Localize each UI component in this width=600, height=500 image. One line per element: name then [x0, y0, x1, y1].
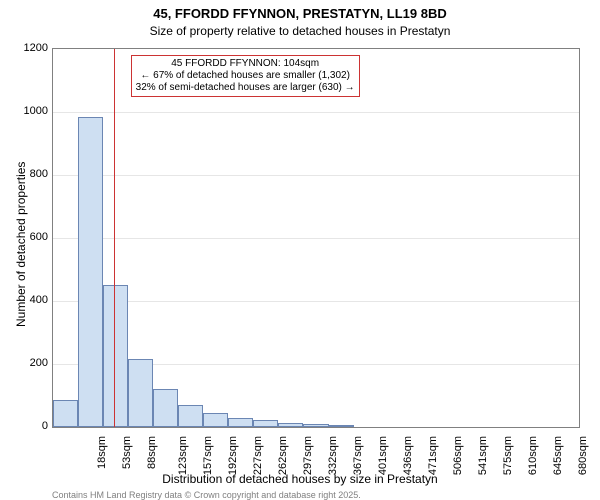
- histogram-bar: [203, 413, 228, 427]
- y-tick-label: 800: [30, 168, 48, 180]
- chart-title: 45, FFORDD FFYNNON, PRESTATYN, LL19 8BD: [0, 6, 600, 21]
- x-tick-label: 575sqm: [502, 436, 514, 475]
- x-tick-label: 610sqm: [527, 436, 539, 475]
- annotation-line: 32% of semi-detached houses are larger (…: [136, 82, 355, 94]
- y-axis-label: Number of detached properties: [14, 162, 28, 327]
- x-tick-label: 436sqm: [402, 436, 414, 475]
- x-tick-label: 541sqm: [477, 436, 489, 475]
- x-tick-label: 262sqm: [277, 436, 289, 475]
- x-tick-label: 18sqm: [96, 436, 108, 469]
- x-tick-label: 88sqm: [146, 436, 158, 469]
- x-tick-label: 53sqm: [121, 436, 133, 469]
- x-tick-label: 645sqm: [553, 436, 565, 475]
- histogram-bar: [253, 420, 278, 427]
- histogram-bar: [103, 285, 128, 427]
- gridline: [53, 301, 579, 302]
- reference-line: [114, 49, 115, 427]
- x-tick-label: 401sqm: [377, 436, 389, 475]
- histogram-bar: [278, 423, 303, 427]
- y-tick-label: 600: [30, 231, 48, 243]
- x-tick-label: 471sqm: [427, 436, 439, 475]
- y-tick-label: 1000: [24, 105, 48, 117]
- footer-line: Contains HM Land Registry data © Crown c…: [52, 490, 396, 500]
- chart-container: 45, FFORDD FFYNNON, PRESTATYN, LL19 8BD …: [0, 0, 600, 500]
- annotation-box: 45 FFORDD FFYNNON: 104sqm← 67% of detach…: [131, 55, 360, 97]
- annotation-line: ← 67% of detached houses are smaller (1,…: [136, 70, 355, 82]
- histogram-bar: [153, 389, 178, 427]
- y-tick-label: 1200: [24, 42, 48, 54]
- annotation-line: 45 FFORDD FFYNNON: 104sqm: [136, 58, 355, 70]
- gridline: [53, 238, 579, 239]
- histogram-bar: [178, 405, 203, 427]
- y-tick-label: 0: [42, 420, 48, 432]
- footer-text: Contains HM Land Registry data © Crown c…: [52, 490, 396, 500]
- x-tick-label: 123sqm: [177, 436, 189, 475]
- histogram-bar: [78, 117, 103, 427]
- y-tick-label: 200: [30, 357, 48, 369]
- x-tick-label: 192sqm: [227, 436, 239, 475]
- histogram-bar: [53, 400, 78, 427]
- x-tick-label: 506sqm: [452, 436, 464, 475]
- x-tick-label: 367sqm: [352, 436, 364, 475]
- gridline: [53, 112, 579, 113]
- x-tick-label: 680sqm: [578, 436, 590, 475]
- histogram-bar: [128, 359, 153, 427]
- histogram-bar: [303, 424, 328, 427]
- gridline: [53, 175, 579, 176]
- chart-subtitle: Size of property relative to detached ho…: [0, 24, 600, 38]
- plot-area: 45 FFORDD FFYNNON: 104sqm← 67% of detach…: [52, 48, 580, 428]
- histogram-bar: [228, 418, 253, 427]
- x-tick-label: 332sqm: [327, 436, 339, 475]
- x-tick-label: 297sqm: [302, 436, 314, 475]
- x-tick-label: 157sqm: [202, 436, 214, 475]
- histogram-bar: [329, 425, 354, 427]
- y-tick-label: 400: [30, 294, 48, 306]
- x-tick-label: 227sqm: [252, 436, 264, 475]
